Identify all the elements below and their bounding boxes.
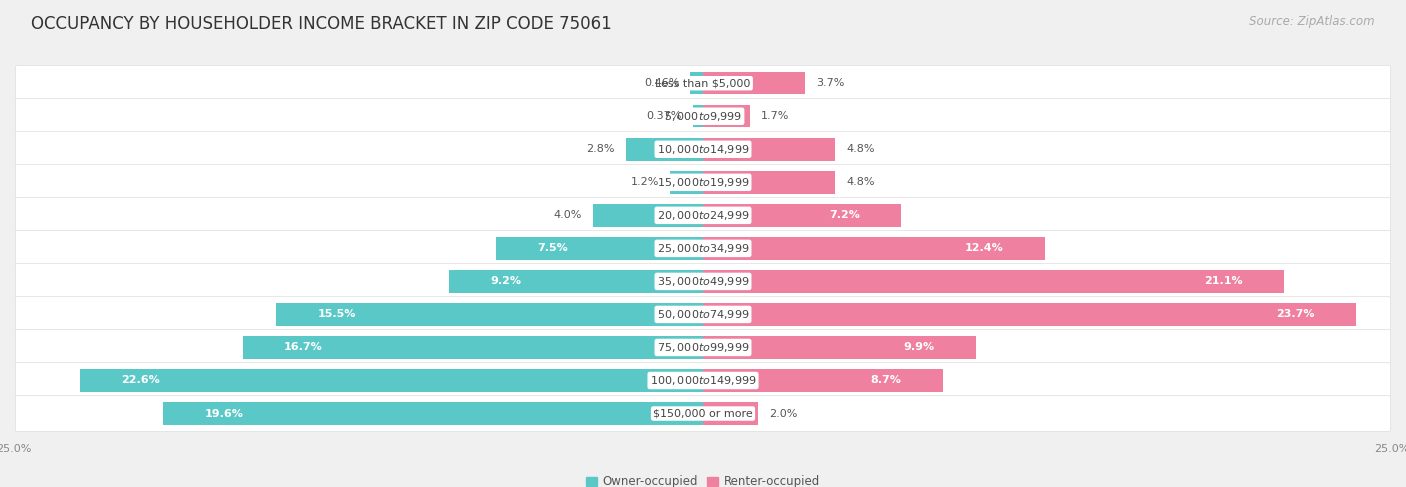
Bar [450, 270, 703, 293]
Text: $75,000 to $99,999: $75,000 to $99,999 [657, 341, 749, 354]
Bar [496, 237, 703, 260]
Bar [703, 369, 943, 392]
Text: 15.5%: 15.5% [318, 309, 356, 319]
Text: 7.5%: 7.5% [537, 244, 568, 253]
FancyBboxPatch shape [15, 198, 1391, 233]
Bar [703, 105, 749, 128]
Bar [703, 237, 1045, 260]
Text: $15,000 to $19,999: $15,000 to $19,999 [657, 176, 749, 189]
Text: 7.2%: 7.2% [830, 210, 860, 220]
Bar [703, 336, 976, 359]
Bar [593, 204, 703, 226]
Text: Less than $5,000: Less than $5,000 [655, 78, 751, 88]
Text: $20,000 to $24,999: $20,000 to $24,999 [657, 209, 749, 222]
Bar [163, 402, 703, 425]
FancyBboxPatch shape [15, 165, 1391, 200]
Bar [693, 105, 703, 128]
Text: $35,000 to $49,999: $35,000 to $49,999 [657, 275, 749, 288]
Bar [703, 303, 1357, 326]
FancyBboxPatch shape [15, 330, 1391, 365]
Text: 19.6%: 19.6% [204, 409, 243, 418]
Bar [669, 171, 703, 193]
Text: Source: ZipAtlas.com: Source: ZipAtlas.com [1250, 15, 1375, 28]
Bar [703, 402, 758, 425]
Text: $5,000 to $9,999: $5,000 to $9,999 [664, 110, 742, 123]
FancyBboxPatch shape [15, 230, 1391, 266]
Text: $150,000 or more: $150,000 or more [654, 409, 752, 418]
Text: 0.46%: 0.46% [644, 78, 679, 88]
FancyBboxPatch shape [15, 131, 1391, 167]
Text: 9.2%: 9.2% [491, 277, 522, 286]
Text: 12.4%: 12.4% [965, 244, 1004, 253]
Text: 8.7%: 8.7% [870, 375, 901, 386]
Text: 23.7%: 23.7% [1277, 309, 1315, 319]
Legend: Owner-occupied, Renter-occupied: Owner-occupied, Renter-occupied [581, 471, 825, 487]
FancyBboxPatch shape [15, 363, 1391, 398]
Text: 4.8%: 4.8% [846, 144, 875, 154]
FancyBboxPatch shape [15, 98, 1391, 134]
Text: $100,000 to $149,999: $100,000 to $149,999 [650, 374, 756, 387]
Bar [703, 171, 835, 193]
Text: $10,000 to $14,999: $10,000 to $14,999 [657, 143, 749, 156]
Text: OCCUPANCY BY HOUSEHOLDER INCOME BRACKET IN ZIP CODE 75061: OCCUPANCY BY HOUSEHOLDER INCOME BRACKET … [31, 15, 612, 33]
Text: 1.7%: 1.7% [761, 111, 789, 121]
Bar [703, 138, 835, 161]
Bar [276, 303, 703, 326]
Text: 3.7%: 3.7% [815, 78, 845, 88]
Text: 9.9%: 9.9% [904, 342, 935, 353]
Bar [243, 336, 703, 359]
Bar [690, 72, 703, 94]
Text: $25,000 to $34,999: $25,000 to $34,999 [657, 242, 749, 255]
Text: $50,000 to $74,999: $50,000 to $74,999 [657, 308, 749, 321]
Bar [626, 138, 703, 161]
Text: 2.8%: 2.8% [586, 144, 614, 154]
Text: 16.7%: 16.7% [284, 342, 323, 353]
Text: 22.6%: 22.6% [121, 375, 160, 386]
Bar [703, 204, 901, 226]
Text: 21.1%: 21.1% [1205, 277, 1243, 286]
FancyBboxPatch shape [15, 396, 1391, 431]
Text: 1.2%: 1.2% [630, 177, 659, 187]
FancyBboxPatch shape [15, 65, 1391, 101]
Bar [703, 270, 1285, 293]
FancyBboxPatch shape [15, 263, 1391, 299]
FancyBboxPatch shape [15, 297, 1391, 332]
Bar [703, 72, 806, 94]
Text: 0.37%: 0.37% [647, 111, 682, 121]
Text: 4.8%: 4.8% [846, 177, 875, 187]
Text: 2.0%: 2.0% [769, 409, 797, 418]
Bar [80, 369, 703, 392]
Text: 4.0%: 4.0% [554, 210, 582, 220]
